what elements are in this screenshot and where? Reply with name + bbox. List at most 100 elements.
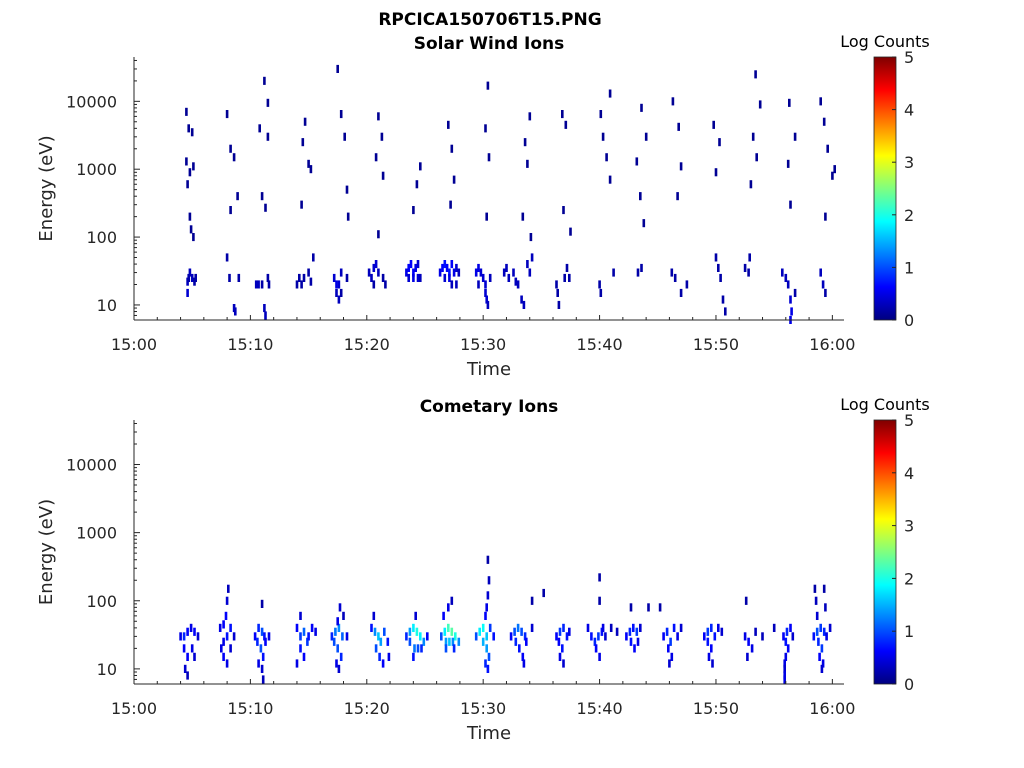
heatmap-cell [743,263,747,272]
heatmap-cell [485,644,488,653]
heatmap-cell [640,103,643,112]
heatmap-cell [267,632,271,641]
heatmap-cell [188,168,192,177]
heatmap-cell [526,260,529,269]
heatmap-cell [408,637,412,646]
x-tick-label: 15:00 [111,335,157,354]
heatmap-cell [822,117,826,126]
heatmap-cell [484,288,487,297]
heatmap-cell [190,273,194,282]
heatmap-cell [671,97,675,106]
heatmap-cell [477,280,480,289]
heatmap-cell [189,623,193,632]
plot-area [134,420,844,684]
heatmap-cell [420,644,423,653]
heatmap-cell [373,627,377,636]
heatmap-cell [299,611,302,620]
heatmap-cell [295,280,299,289]
heatmap-cell [719,273,722,282]
heatmap-cell [449,200,452,209]
heatmap-cell [608,175,612,184]
heatmap-cell [562,659,565,668]
heatmap-cell [831,171,834,180]
heatmap-cell [412,206,415,215]
heatmap-cell [599,288,603,297]
heatmap-cell [260,280,264,289]
colorbar-tick-label: 1 [904,258,914,277]
heatmap-cell [256,637,259,646]
heatmap-cell [514,637,518,646]
heatmap-cell [556,288,559,297]
y-tick-label: 10000 [66,92,117,111]
heatmap-cell [629,637,633,646]
heatmap-cell [786,644,790,653]
heatmap-cell [260,192,264,201]
heatmap-cell [487,576,491,585]
heatmap-cell [381,659,385,668]
heatmap-cell [629,603,633,612]
heatmap-cell [192,162,195,171]
x-tick-label: 15:20 [344,699,390,718]
heatmap-cell [407,273,410,282]
heatmap-cell [586,623,590,632]
heatmap-cell [625,632,628,641]
heatmap-cell [367,268,371,277]
heatmap-cell [662,632,665,641]
y-tick-label: 1000 [76,160,117,179]
heatmap-cell [450,596,454,605]
colorbar-tick-label: 3 [904,153,914,172]
heatmap-cell [412,268,415,277]
heatmap-cell [598,280,601,289]
heatmap-cell [259,644,263,653]
heatmap-cell [336,644,339,653]
heatmap-cell [706,627,710,636]
heatmap-cell [557,300,561,309]
heatmap-cell [332,637,336,646]
heatmap-cell [635,157,639,166]
heatmap-cell [237,273,241,282]
heatmap-cell [192,233,195,242]
heatmap-cell [677,122,680,131]
heatmap-cell [443,260,447,269]
heatmap-cell [298,273,301,282]
heatmap-cell [485,295,488,304]
y-tick-label: 10000 [66,456,117,475]
heatmap-cell [788,98,791,107]
heatmap-cell [301,138,305,147]
heatmap-cell [187,124,190,133]
heatmap-cell [679,162,683,171]
colorbar-tick-label: 4 [904,464,914,483]
heatmap-cell [266,273,270,282]
heatmap-cell [636,637,640,646]
heatmap-cell [183,664,187,673]
heatmap-cell [601,623,605,632]
heatmap-cell [520,627,523,636]
heatmap-cell [706,637,710,646]
heatmap-cell [744,596,748,605]
heatmap-cell [186,288,189,297]
heatmap-cell [193,652,196,661]
heatmap-cell [639,623,642,632]
colorbar-tick-label: 2 [904,569,914,588]
panel-title: Cometary Ions [420,397,559,417]
heatmap-cell [412,623,415,632]
heatmap-cell [516,280,520,289]
heatmap-cell [337,280,341,289]
heatmap-cell [605,153,608,162]
heatmap-cell [257,280,260,289]
heatmap-cell [640,263,643,272]
panel-title: Solar Wind Ions [414,34,565,54]
heatmap-cell [747,268,750,277]
heatmap-cell [374,644,378,653]
heatmap-cell [747,637,750,646]
heatmap-cell [784,273,788,282]
heatmap-cell [346,212,350,221]
heatmap-cell [309,277,313,286]
heatmap-cell [542,588,545,598]
heatmap-cell [785,627,789,636]
heatmap-cell [514,277,518,286]
heatmap-cell [194,273,197,282]
heatmap-cell [820,644,824,653]
colorbar-tick-label: 0 [904,311,914,330]
heatmap-cell [819,268,822,277]
